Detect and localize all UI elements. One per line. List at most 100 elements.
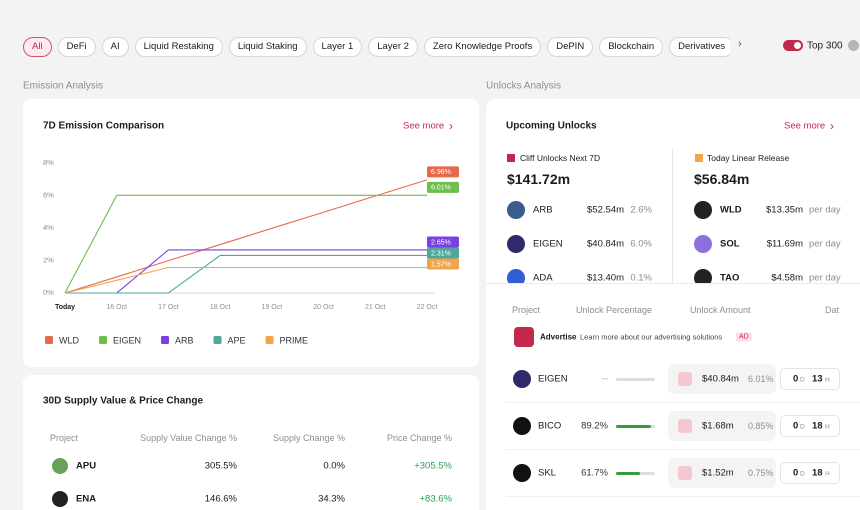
countdown-box: [780, 368, 840, 390]
project-name: ENA: [76, 493, 97, 505]
summary-total: $141.72m: [507, 171, 571, 187]
project-name: WLD: [720, 204, 742, 216]
unlock-share: 6.01%: [748, 374, 774, 384]
line: [65, 254, 427, 294]
filter-tab[interactable]: Layer 1: [312, 37, 363, 57]
legend-swatch: [265, 336, 274, 344]
linear-icon: [695, 154, 703, 162]
project-name: ADA: [533, 272, 553, 284]
table-header: Unlock Percentage: [576, 305, 653, 315]
table-header: Dat: [825, 305, 840, 315]
toggle[interactable]: [783, 40, 803, 51]
filter-tab[interactable]: Liquid Restaking: [134, 37, 223, 57]
table-header: Unlock Amount: [690, 305, 751, 315]
countdown-unit: D: [800, 470, 805, 478]
x-tick-label: 22 Oct: [417, 304, 438, 311]
legend-label: ARB: [175, 335, 194, 345]
filter-tab[interactable]: DePIN: [547, 37, 594, 57]
unlock-share: 0.1%: [630, 272, 652, 284]
line: [64, 194, 427, 294]
project-name: APU: [76, 460, 97, 472]
legend-swatch: [213, 336, 222, 344]
coin-icon: [513, 370, 531, 388]
unlock-value: $13.40m: [587, 272, 624, 284]
countdown-box: [780, 462, 840, 484]
y-tick-label: 4%: [43, 223, 54, 232]
chevron[interactable]: ›: [738, 38, 742, 50]
see-more[interactable]: See more: [784, 120, 826, 132]
unlock-share: 0.75%: [748, 468, 774, 478]
unlock-unit: per day: [809, 238, 841, 250]
x-tick-label: 21 Oct: [365, 304, 386, 311]
amount-icon: [678, 419, 692, 433]
project-name: ARB: [533, 204, 553, 216]
progress-track: [616, 377, 655, 381]
progress-bar: [616, 471, 641, 475]
row-divider: [506, 402, 860, 403]
emission-card: 7D Emission Comparison See more › 0% 2% 4% 6% 8…: [23, 99, 479, 367]
value-label-box: [427, 236, 459, 248]
coin-icon: [52, 491, 68, 507]
legend-label: APE: [228, 335, 246, 345]
filter-tab[interactable]: Liquid Staking: [228, 37, 307, 57]
unlock-value: $52.54m: [587, 204, 624, 216]
summary-label: Cliff Unlocks Next 7D: [520, 153, 601, 163]
countdown-unit: H: [825, 423, 830, 431]
filter-tab[interactable]: AI: [101, 37, 129, 57]
project-name: BICO: [538, 420, 562, 432]
info-icon[interactable]: [848, 40, 859, 51]
line: [65, 249, 427, 294]
coin-icon: [513, 464, 531, 482]
unlock-amount: $1.52m: [702, 467, 734, 479]
coin-icon: [507, 201, 525, 219]
project-name: EIGEN: [538, 373, 568, 385]
project-name: SOL: [720, 238, 740, 250]
coin-icon: [507, 269, 525, 283]
countdown-box: [780, 415, 840, 437]
unlocks-card: Upcoming Unlocks See more › Cliff Unlocks N…: [486, 99, 860, 510]
chart: 0% 2% 4% 6% 8% Today 16 Oct 17 Oct 18 Oct 19 Oct 2…: [43, 158, 459, 345]
see-more[interactable]: See more: [403, 120, 445, 132]
filter-tab[interactable]: Derivatives: [669, 37, 730, 57]
value-label: 2.31%: [431, 250, 451, 257]
coin-icon: [694, 235, 712, 253]
card-title: 30D Supply Value & Price Change: [43, 395, 204, 407]
coin-icon: [694, 269, 712, 283]
filter-tab[interactable]: Zero Knowledge Proofs: [423, 37, 542, 57]
legend-label: EIGEN: [113, 335, 141, 345]
legend-swatch: [161, 336, 170, 344]
value-label: 6.96%: [431, 169, 451, 176]
divider: [486, 283, 860, 284]
unlock-percentage: --: [601, 373, 608, 385]
value-label-box: [427, 166, 459, 178]
project-name: TAO: [720, 272, 740, 284]
ad-text: Learn more about our advertising solutio…: [580, 332, 723, 342]
coin-icon: [52, 458, 68, 474]
y-tick-label: 6%: [43, 190, 54, 199]
countdown-unit: D: [800, 423, 805, 431]
value-label: 1.57%: [431, 261, 451, 268]
toggle-knob: [794, 42, 801, 49]
value-label: 6.01%: [431, 185, 451, 192]
chevron: ›: [830, 119, 834, 133]
filter-tab[interactable]: Layer 2: [368, 37, 418, 57]
divider: [672, 149, 673, 283]
unlock-percentage: 61.7%: [581, 467, 608, 479]
row-divider: [506, 496, 860, 497]
coin-icon: [694, 201, 712, 219]
value-label: 2.65%: [431, 239, 451, 246]
countdown-unit: H: [825, 376, 830, 384]
amount-icon: [678, 466, 692, 480]
unlock-share: 2.6%: [630, 204, 652, 216]
line: [64, 179, 428, 294]
x-tick-label: 19 Oct: [262, 304, 283, 311]
x-tick-label: Today: [55, 304, 75, 311]
filter-tab[interactable]: Blockchain: [599, 37, 664, 57]
filter-tab[interactable]: All: [23, 37, 52, 57]
amount-icon: [678, 372, 692, 386]
ad-badge: AD: [736, 332, 752, 342]
value-label-box: [427, 258, 459, 270]
filter-tab[interactable]: DeFi: [57, 37, 96, 57]
table-header: Project: [512, 305, 541, 315]
